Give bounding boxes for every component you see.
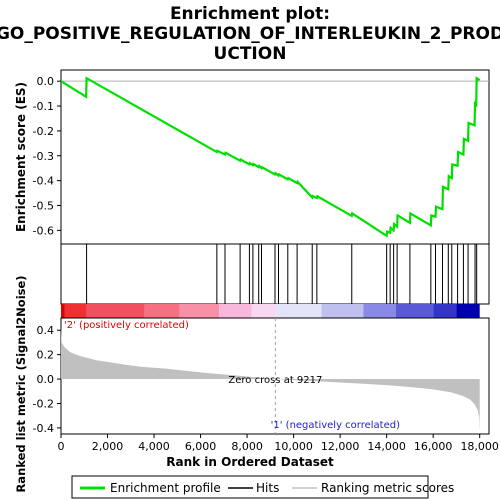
x-tick-label: 6,000: [185, 440, 217, 453]
metric-y-tick-label: -0.2: [33, 397, 54, 410]
es-y-ticks: 0.0 -0.1 -0.2 -0.3 -0.4 -0.5 -0.6: [33, 75, 61, 237]
ranked-metric-panel: Zero cross at 9217 '2' (positively corre…: [33, 317, 490, 435]
enrichment-profile-line: [60, 76, 481, 238]
x-tick-label: 18,000: [460, 440, 499, 453]
negative-correlation-label: '1' (negatively correlated): [271, 420, 400, 431]
x-axis-label: Rank in Ordered Dataset: [166, 455, 334, 469]
title-line-2: GO_POSITIVE_REGULATION_OF_INTERLEUKIN_2_…: [0, 24, 500, 44]
es-y-axis-label: Enrichment score (ES): [14, 82, 28, 232]
color-bar-segment: [179, 304, 220, 318]
color-bar-segment: [275, 304, 322, 318]
es-y-tick-label: -0.3: [33, 150, 54, 163]
x-axis-ticks: 0 2,000 4,000 6,000 8,000 10,000 12,000 14,000 1…: [58, 434, 499, 453]
metric-y-tick-label: 0.0: [37, 373, 55, 386]
es-panel-frame: [60, 69, 490, 245]
legend-hits-label: Hits: [256, 481, 279, 495]
hit-lines: [86, 244, 478, 304]
color-bar-segment: [61, 304, 65, 318]
metric-y-ticks: 0.4 0.2 0.0 -0.2 -0.4: [33, 324, 61, 435]
metric-y-axis-label: Ranked list metric (Signal2Noise): [14, 275, 28, 492]
color-bar-segment: [321, 304, 364, 318]
x-tick-label: 16,000: [414, 440, 453, 453]
metric-y-tick-label: -0.4: [33, 422, 54, 435]
color-bar-segment: [363, 304, 396, 318]
es-y-tick-label: -0.1: [33, 100, 54, 113]
positive-correlation-label: '2' (positively correlated): [64, 320, 189, 331]
legend-metric-label: Ranking metric scores: [321, 481, 454, 495]
color-bar-segment: [64, 304, 87, 318]
es-y-tick-label: 0.0: [37, 75, 55, 88]
ranking-metric-area: [61, 326, 480, 432]
ranked-color-bar: [61, 304, 480, 318]
x-tick-label: 10,000: [274, 440, 313, 453]
x-tick-label: 14,000: [367, 440, 406, 453]
es-y-tick-label: -0.2: [33, 125, 54, 138]
color-bar-segment: [86, 304, 145, 318]
hits-panel: [60, 243, 490, 318]
color-bar-segment: [456, 304, 480, 318]
legend-frame: [71, 475, 429, 499]
x-tick-label: 8,000: [231, 440, 263, 453]
metric-y-tick-label: 0.2: [37, 349, 55, 362]
es-y-tick-label: -0.5: [33, 199, 54, 212]
enrichment-score-panel: 0.0 -0.1 -0.2 -0.3 -0.4 -0.5 -0.6: [33, 69, 490, 245]
es-y-tick-label: -0.6: [33, 224, 54, 237]
color-bar-segment: [433, 304, 457, 318]
x-tick-label: 2,000: [92, 440, 124, 453]
title-line-1: Enrichment plot:: [170, 4, 330, 24]
color-bar-segment: [144, 304, 180, 318]
color-bar-segment: [219, 304, 252, 318]
legend: Enrichment profile Hits Ranking metric s…: [71, 475, 454, 499]
color-bar-segment: [395, 304, 434, 318]
es-y-tick-label: -0.4: [33, 175, 54, 188]
x-tick-label: 4,000: [138, 440, 170, 453]
zero-cross-label: Zero cross at 9217: [228, 375, 322, 386]
x-tick-label: 12,000: [321, 440, 360, 453]
title-line-3: UCTION: [214, 44, 287, 64]
x-tick-label: 0: [58, 440, 65, 453]
metric-y-tick-label: 0.4: [37, 324, 55, 337]
legend-enrichment-label: Enrichment profile: [110, 481, 221, 495]
color-bar-segment: [251, 304, 276, 318]
